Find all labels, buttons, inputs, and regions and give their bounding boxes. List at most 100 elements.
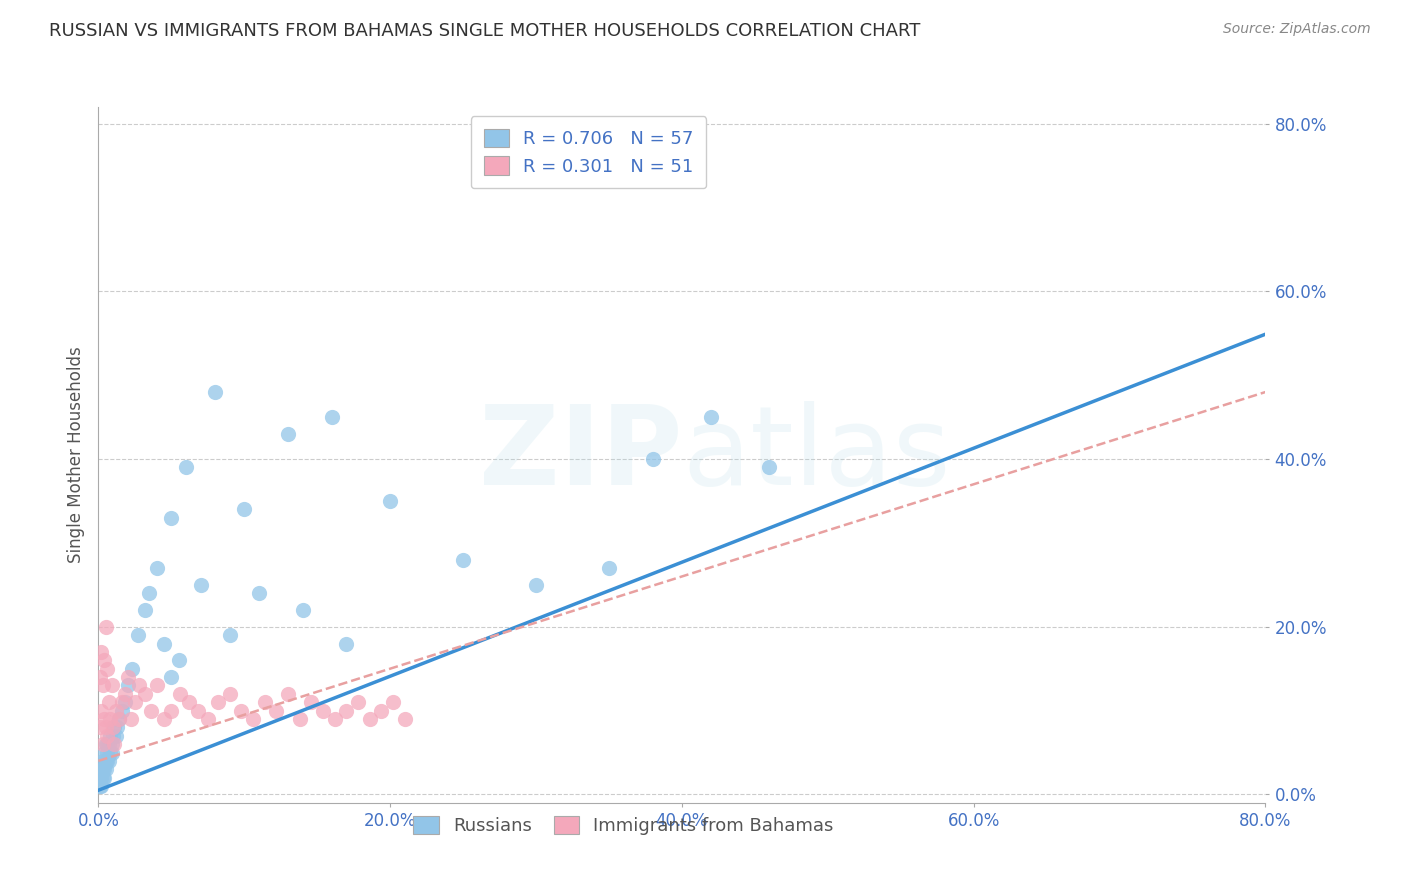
- Point: [266, 704, 288, 718]
- Point: [97, 754, 120, 768]
- Point: [108, 712, 131, 726]
- Point: [277, 427, 299, 442]
- Point: [96, 737, 118, 751]
- Point: [312, 704, 335, 718]
- Point: [94, 720, 117, 734]
- Point: [111, 695, 134, 709]
- Point: [103, 720, 125, 734]
- Point: [138, 586, 160, 600]
- Point: [100, 746, 122, 760]
- Point: [187, 704, 209, 718]
- Point: [758, 460, 780, 475]
- Point: [321, 410, 343, 425]
- Point: [105, 720, 128, 734]
- Point: [177, 695, 200, 709]
- Point: [93, 712, 115, 726]
- Point: [98, 729, 121, 743]
- Point: [91, 678, 114, 692]
- Point: [114, 695, 136, 709]
- Point: [93, 771, 115, 785]
- Point: [104, 729, 127, 743]
- Point: [247, 586, 270, 600]
- Point: [117, 670, 139, 684]
- Point: [117, 678, 139, 692]
- Point: [146, 561, 169, 575]
- Point: [335, 704, 357, 718]
- Point: [190, 578, 212, 592]
- Point: [127, 628, 149, 642]
- Point: [335, 636, 357, 650]
- Point: [101, 729, 124, 743]
- Point: [91, 771, 114, 785]
- Point: [98, 746, 121, 760]
- Point: [359, 712, 381, 726]
- Point: [394, 712, 416, 726]
- Point: [641, 452, 664, 467]
- Point: [96, 746, 118, 760]
- Point: [382, 695, 405, 709]
- Point: [100, 737, 122, 751]
- Point: [91, 737, 114, 751]
- Point: [90, 771, 112, 785]
- Point: [94, 754, 117, 768]
- Point: [153, 712, 176, 726]
- Point: [197, 712, 219, 726]
- Point: [174, 460, 197, 475]
- Point: [218, 687, 240, 701]
- Point: [89, 720, 111, 734]
- Point: [124, 695, 146, 709]
- Point: [97, 737, 120, 751]
- Point: [93, 746, 115, 760]
- Point: [108, 712, 131, 726]
- Point: [134, 603, 156, 617]
- Point: [90, 645, 112, 659]
- Point: [90, 779, 112, 793]
- Point: [93, 653, 115, 667]
- Point: [167, 653, 190, 667]
- Point: [233, 502, 256, 516]
- Point: [93, 762, 115, 776]
- Point: [451, 552, 474, 566]
- Point: [120, 712, 142, 726]
- Point: [89, 779, 111, 793]
- Point: [97, 695, 120, 709]
- Point: [370, 704, 392, 718]
- Point: [380, 494, 402, 508]
- Y-axis label: Single Mother Households: Single Mother Households: [66, 347, 84, 563]
- Point: [204, 385, 226, 400]
- Point: [128, 678, 150, 692]
- Point: [91, 762, 114, 776]
- Point: [146, 678, 169, 692]
- Point: [169, 687, 191, 701]
- Point: [94, 620, 117, 634]
- Point: [242, 712, 264, 726]
- Point: [134, 687, 156, 701]
- Point: [101, 720, 124, 734]
- Point: [96, 662, 118, 676]
- Point: [89, 670, 111, 684]
- Text: Source: ZipAtlas.com: Source: ZipAtlas.com: [1223, 22, 1371, 37]
- Point: [139, 704, 162, 718]
- Point: [524, 578, 547, 592]
- Point: [700, 410, 723, 425]
- Point: [96, 729, 118, 743]
- Point: [114, 687, 136, 701]
- Point: [104, 704, 127, 718]
- Point: [96, 754, 118, 768]
- Point: [598, 561, 620, 575]
- Text: atlas: atlas: [682, 401, 950, 508]
- Point: [100, 678, 122, 692]
- Point: [90, 704, 112, 718]
- Point: [103, 737, 125, 751]
- Point: [288, 712, 311, 726]
- Point: [94, 737, 117, 751]
- Point: [89, 771, 111, 785]
- Point: [94, 762, 117, 776]
- Point: [153, 636, 176, 650]
- Point: [347, 695, 370, 709]
- Point: [207, 695, 229, 709]
- Point: [299, 695, 322, 709]
- Point: [277, 687, 299, 701]
- Point: [218, 628, 240, 642]
- Point: [160, 510, 183, 524]
